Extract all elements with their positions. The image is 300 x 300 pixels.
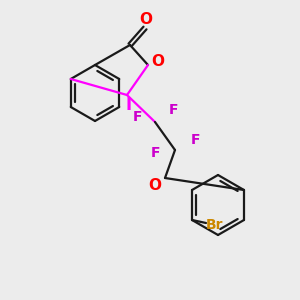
Text: F: F [150, 146, 160, 160]
Text: Br: Br [205, 218, 223, 232]
Text: I: I [126, 96, 132, 114]
Text: F: F [132, 110, 142, 124]
Text: O: O [148, 178, 161, 194]
Text: O: O [140, 13, 152, 28]
Text: F: F [190, 133, 200, 147]
Text: F: F [168, 103, 178, 117]
Text: O: O [152, 55, 164, 70]
